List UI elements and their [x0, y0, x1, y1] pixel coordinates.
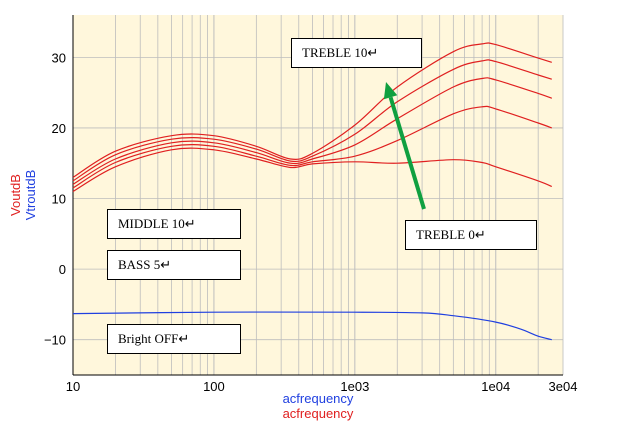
x-axis-label-blue: acfrequency	[283, 391, 354, 406]
arrow-head	[383, 82, 398, 100]
series-line-4	[72, 42, 552, 178]
y-tick-label: 20	[52, 121, 66, 136]
series-line-2	[72, 77, 553, 185]
x-tick-label: 3e04	[549, 379, 578, 394]
series-lines	[72, 42, 553, 341]
series-line-1	[72, 105, 553, 189]
x-tick-label: 100	[203, 379, 225, 394]
y-axis-label-blue: VtroutdB	[23, 170, 38, 221]
annotation-treble-0: TREBLE 0↵	[405, 220, 537, 250]
green-arrow	[383, 82, 426, 210]
series-line-5	[72, 311, 552, 341]
annotation-bass-5: BASS 5↵	[107, 250, 241, 280]
annotation-middle-10: MIDDLE 10↵	[107, 209, 241, 239]
series-line-3	[72, 59, 552, 182]
y-tick-label: 0	[59, 262, 66, 277]
x-tick-label: 1e04	[481, 379, 510, 394]
arrow-shaft	[388, 96, 426, 210]
grid	[72, 15, 564, 376]
y-tick-label: 30	[52, 50, 66, 65]
annotation-bright-off: Bright OFF↵	[107, 324, 241, 354]
x-tick-label: 1e03	[340, 379, 369, 394]
y-tick-label: −10	[44, 333, 66, 348]
y-axis-label-red: VoutdB	[8, 174, 23, 216]
x-axis-label-red: acfrequency	[283, 406, 354, 421]
annotation-treble-10: TREBLE 10↵	[291, 38, 422, 68]
series-line-0	[72, 147, 553, 193]
x-tick-label: 10	[66, 379, 80, 394]
plot-area	[73, 15, 563, 375]
y-tick-label: 10	[52, 192, 66, 207]
